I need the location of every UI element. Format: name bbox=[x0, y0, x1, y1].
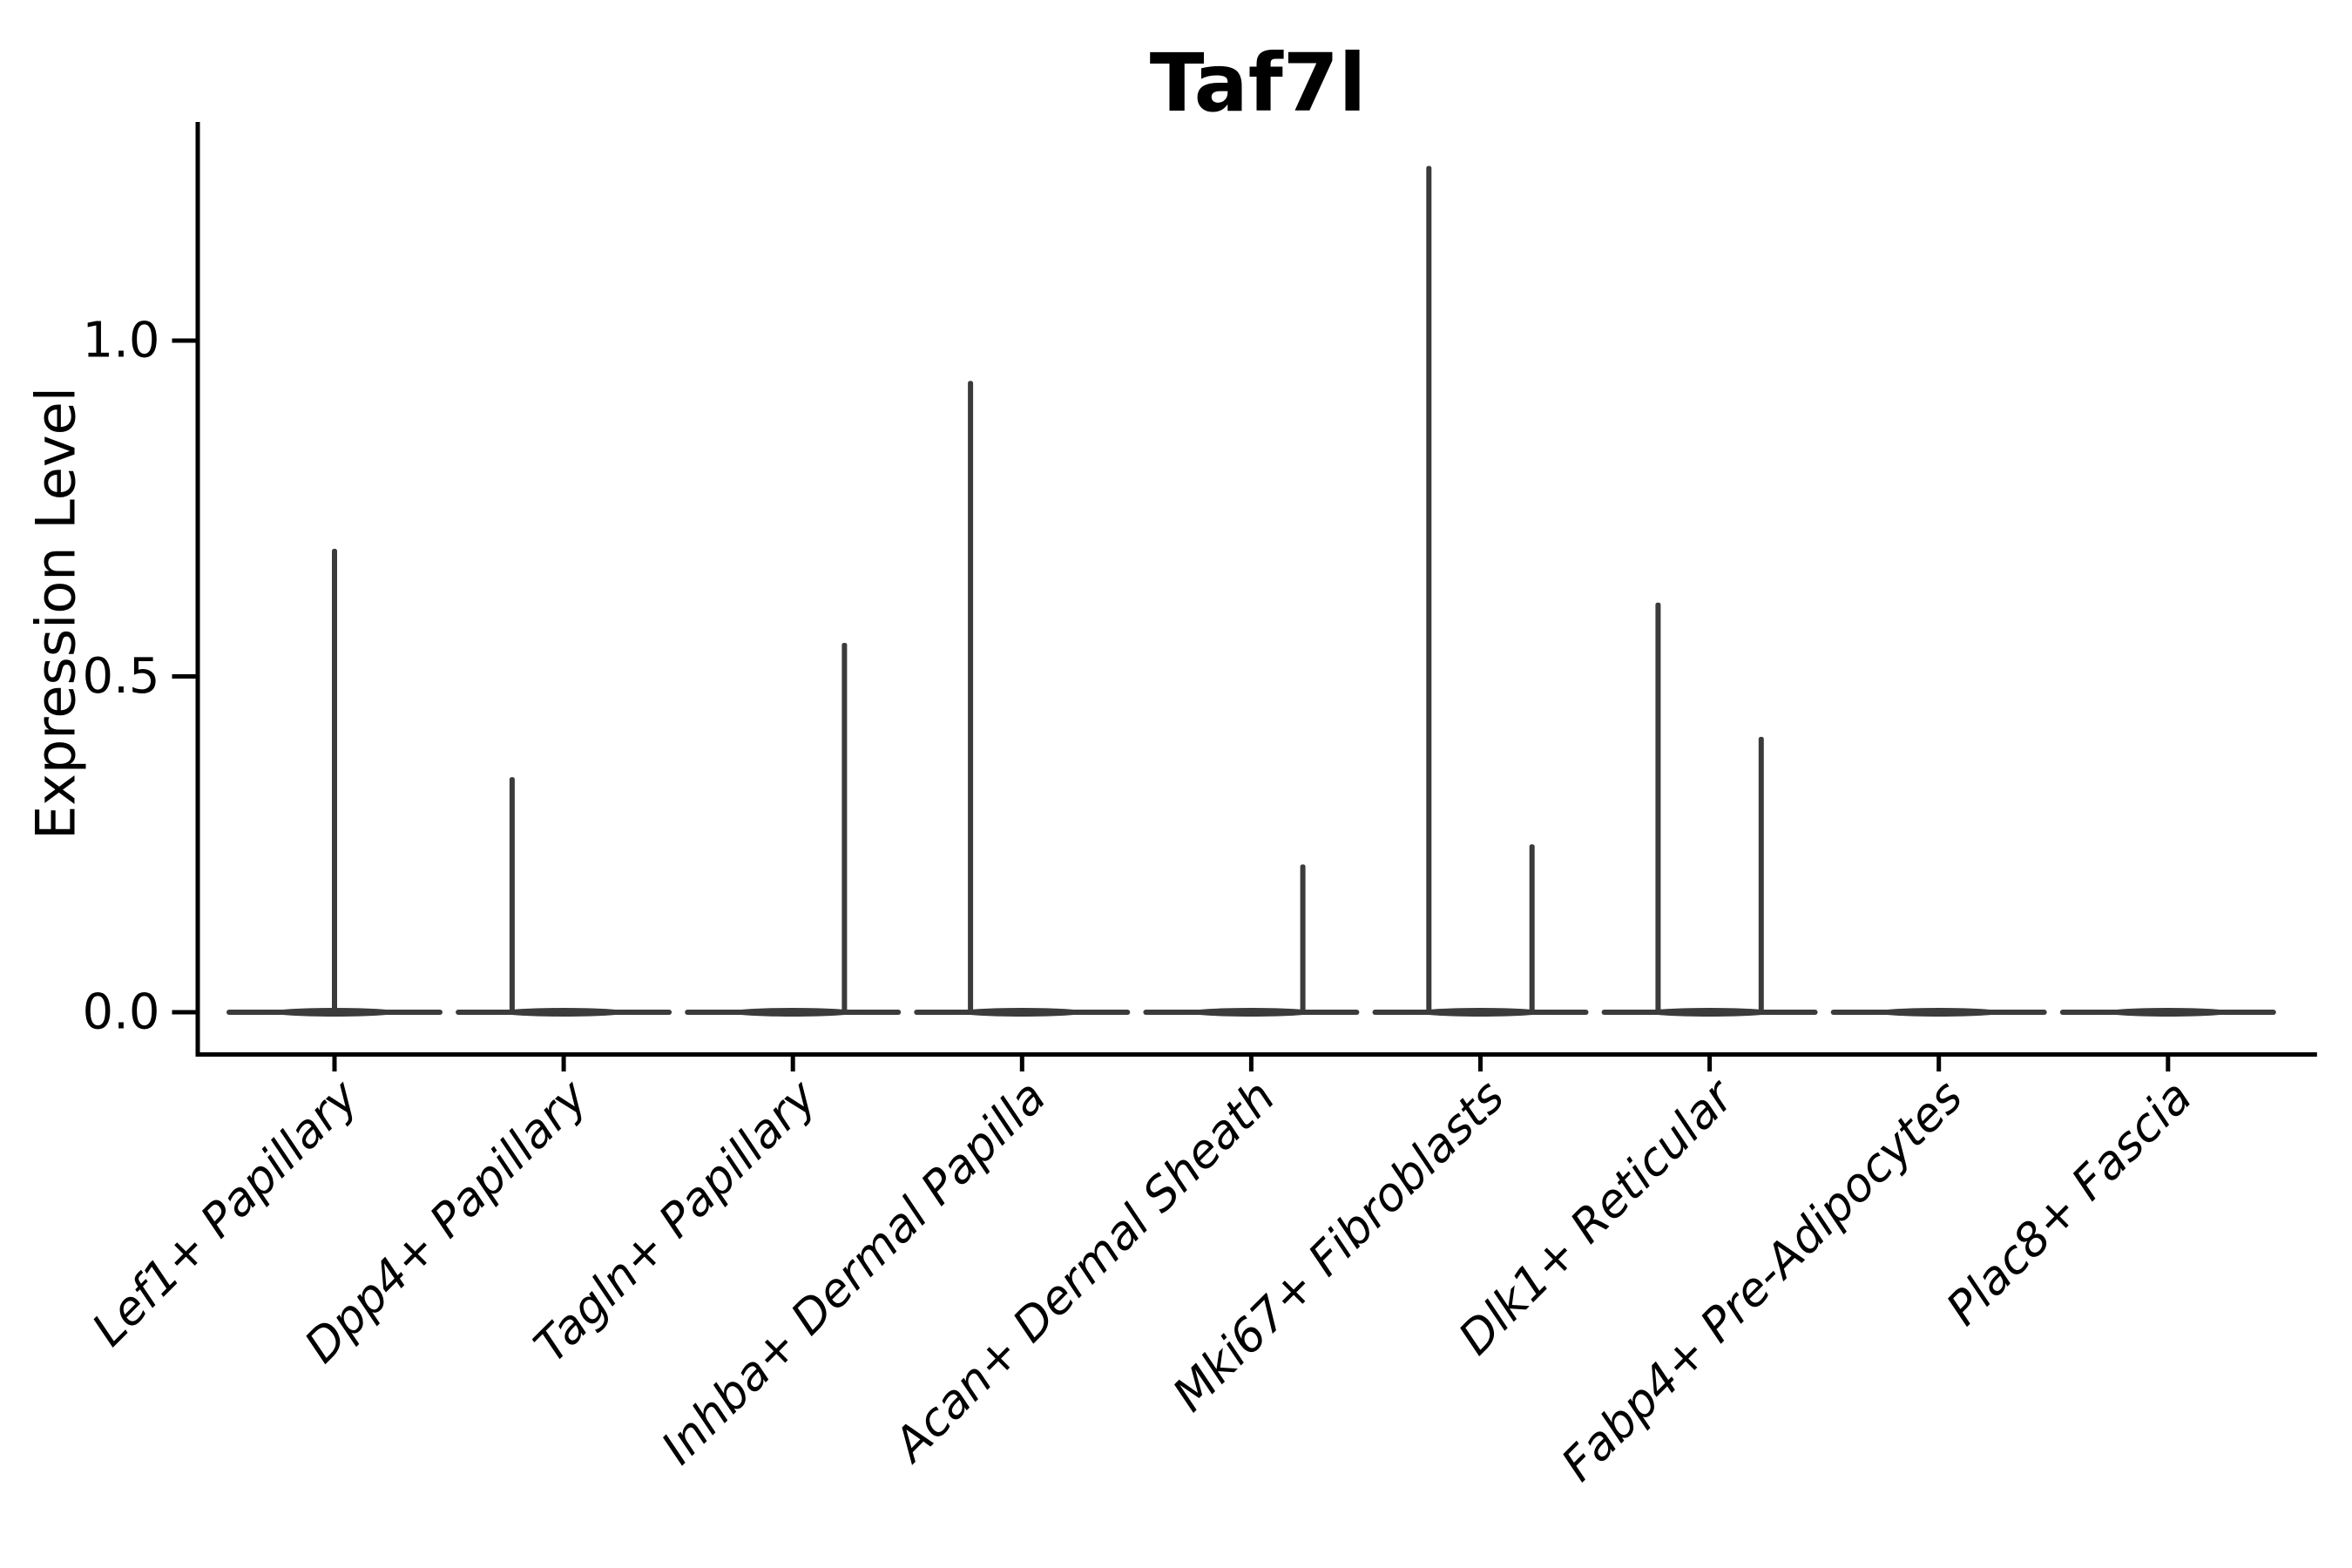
violin-spike bbox=[1300, 864, 1306, 1014]
x-tick bbox=[332, 1057, 337, 1071]
violin-spike bbox=[332, 549, 337, 1014]
x-tick bbox=[790, 1057, 795, 1071]
y-axis-spine bbox=[195, 122, 200, 1057]
violin-bulge bbox=[956, 1008, 1088, 1017]
violin-spike bbox=[1655, 602, 1661, 1014]
violin-spike bbox=[968, 381, 974, 1014]
x-tick bbox=[1936, 1057, 1942, 1071]
y-tick-label: 0.0 bbox=[82, 984, 159, 1041]
x-tick bbox=[1019, 1057, 1024, 1071]
y-tick bbox=[172, 674, 196, 679]
violin-bulge bbox=[727, 1008, 859, 1017]
violin-bulge bbox=[1415, 1008, 1546, 1017]
x-tick-label: Plac8+ Fascia bbox=[1936, 1071, 2202, 1336]
y-tick bbox=[172, 1010, 196, 1015]
y-tick-label: 0.5 bbox=[82, 648, 159, 705]
violin-spike bbox=[1758, 736, 1764, 1014]
violin-bulge bbox=[2102, 1008, 2234, 1017]
x-tick-label: Fabp4+ Pre-Adipocytes bbox=[1551, 1071, 1973, 1492]
x-tick-label: Inhba+ Dermal Papilla bbox=[652, 1071, 1056, 1475]
x-tick bbox=[561, 1057, 566, 1071]
x-axis-spine bbox=[195, 1052, 2317, 1057]
x-tick bbox=[2166, 1057, 2171, 1071]
violin-bulge bbox=[1186, 1008, 1317, 1017]
y-tick bbox=[172, 338, 196, 343]
violin-spike bbox=[1426, 166, 1432, 1015]
violin-spike bbox=[841, 642, 848, 1014]
x-tick bbox=[1478, 1057, 1483, 1071]
violin-spike bbox=[1529, 844, 1535, 1014]
violin-bulge bbox=[1873, 1008, 2004, 1017]
violin-bulge bbox=[498, 1008, 630, 1017]
y-tick-label: 1.0 bbox=[82, 313, 159, 369]
x-tick bbox=[1707, 1057, 1713, 1071]
plot-title: Taf7l bbox=[1149, 37, 1367, 130]
violin-spike bbox=[509, 777, 515, 1014]
violin-bulge bbox=[1644, 1008, 1775, 1017]
x-tick-label: Acan+ Dermal Sheath bbox=[882, 1071, 1286, 1474]
x-tick bbox=[1248, 1057, 1254, 1071]
